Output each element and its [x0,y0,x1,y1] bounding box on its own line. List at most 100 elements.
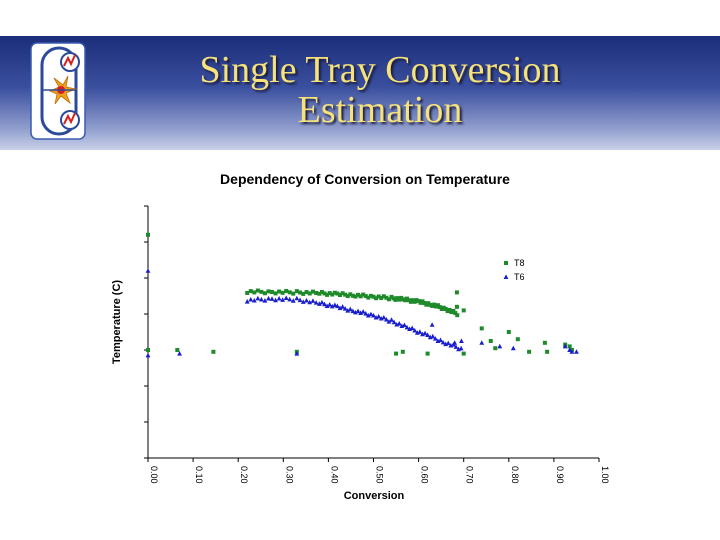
data-point-t6 [332,302,338,307]
data-point-t6 [417,329,423,334]
x-tick-label: 0.10 [194,466,204,484]
data-point-t8 [146,348,150,352]
data-point-t6 [347,306,353,312]
y-axis-label: Temperature (C) [111,280,123,364]
data-point-t8 [284,288,289,293]
data-point-t6 [497,343,503,349]
data-point-t6 [376,313,382,319]
data-point-t6 [353,309,358,315]
data-point-t6 [269,296,275,301]
data-point-t8 [266,289,271,294]
data-point-t8 [325,292,330,297]
data-point-t8 [322,291,327,296]
legend-label-t8: T8 [514,258,525,268]
data-point-t8 [343,292,348,297]
data-point-t6 [251,297,257,303]
data-point-t8 [330,292,335,297]
data-point-t8 [386,297,391,302]
slide-title-line-1: Single Tray Conversion [199,49,561,91]
legend-marker-t6 [503,274,509,279]
plot-points [145,232,579,358]
data-point-t6 [430,333,436,339]
data-point-t8 [461,351,466,356]
data-point-t8 [335,291,340,296]
data-point-t6 [342,306,348,311]
data-point-t6 [569,349,575,354]
data-point-t6 [310,298,316,303]
data-point-t8 [287,290,292,295]
data-point-t8 [273,291,278,296]
data-point-t6 [381,314,387,320]
data-point-t8 [379,295,384,300]
data-point-t6 [432,336,438,341]
data-point-t6 [313,300,319,305]
data-point-t6 [294,295,300,301]
data-point-t8 [447,307,452,312]
data-point-t6 [402,322,407,328]
x-axis: 0.00 0.10 0.20 0.30 0.40 0.50 0.60 0.70 0.80 0.90… [147,457,610,484]
data-point-t6 [358,310,364,316]
data-point-t8 [374,296,379,301]
data-point-t6 [510,345,516,351]
data-point-t8 [545,349,550,354]
data-point-t6 [322,301,327,307]
data-point-t6 [371,312,376,318]
data-point-t8 [340,291,345,296]
data-point-t8 [394,351,399,356]
data-point-t8 [384,295,389,300]
data-point-t6 [345,307,351,313]
data-point-t6 [425,332,431,337]
data-point-t6 [262,297,268,303]
data-point-t6 [297,297,303,303]
data-point-t6 [389,317,394,322]
x-tick-label: 0.20 [239,466,249,484]
data-point-t6 [365,312,371,318]
chart-title: Dependency of Conversion on Temperature [220,171,510,187]
data-point-t8 [361,292,366,297]
data-point-t6 [422,330,428,336]
data-point-t8 [348,292,353,297]
data-point-t8 [294,289,299,294]
data-point-t8 [493,346,498,351]
data-point-t8 [317,291,322,296]
data-point-t8 [255,288,260,293]
data-point-t6 [567,347,573,352]
data-point-t8 [506,330,511,334]
x-tick-label: 0.30 [284,466,294,484]
data-point-t6 [319,299,325,305]
data-point-t8 [301,291,306,296]
data-point-t6 [391,319,397,325]
data-point-t6 [453,344,459,349]
data-point-t6 [479,340,485,345]
data-point-t6 [340,304,345,309]
data-point-t8 [304,290,309,295]
data-point-t6 [177,351,182,356]
slide-title: Single Tray Conversion Estimation [150,50,610,130]
data-point-t6 [355,308,361,314]
data-point-t8 [350,293,355,298]
data-point-t6 [307,299,313,305]
data-point-t8 [488,339,493,343]
data-point-t8 [381,294,386,299]
data-point-t6 [574,349,579,354]
data-point-t6 [386,319,392,324]
x-tick-label: 0.40 [329,466,339,484]
data-point-t8 [461,308,466,313]
data-point-t8 [453,311,458,316]
y-axis [144,205,149,459]
data-point-t6 [412,327,418,333]
x-tick-label: 0.80 [510,466,520,484]
data-point-t8 [366,295,371,300]
data-point-t6 [255,295,261,301]
data-point-t6 [360,309,366,314]
data-point-t6 [452,340,458,345]
data-point-t8 [277,289,282,294]
data-point-t6 [145,352,151,358]
data-point-t6 [363,310,369,316]
data-point-t6 [324,303,330,309]
data-point-t8 [298,290,303,295]
data-point-t6 [300,299,306,304]
data-point-t6 [440,339,446,345]
data-point-t6 [244,299,250,304]
